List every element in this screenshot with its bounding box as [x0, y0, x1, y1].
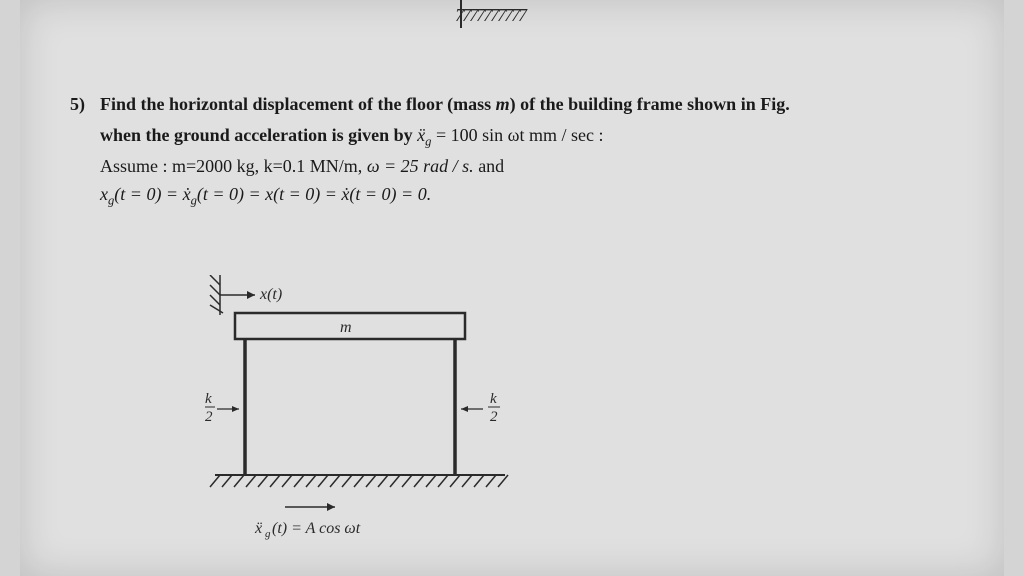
problem-line-1: Find the horizontal displacement of the … [100, 90, 944, 119]
svg-text:k: k [205, 391, 212, 407]
svg-text:k: k [490, 391, 497, 407]
k-over-2-right: k 2 [461, 391, 500, 425]
svg-text:ẍ: ẍ [254, 520, 263, 537]
xt-label: x(t) [259, 286, 282, 303]
xt-arrow-head [247, 291, 255, 299]
ground-accel-label: ẍ g (t) = A cos ωt [254, 520, 361, 540]
ground-accel-arrow-head [327, 503, 335, 511]
svg-text:2: 2 [205, 409, 213, 425]
problem-number: 5) [70, 90, 85, 119]
top-hatch-marks: 7777777777 [455, 5, 525, 26]
problem-text: 5) Find the horizontal displacement of t… [100, 90, 944, 211]
problem-assume: Assume : m=2000 kg, k=0.1 MN/m, ω = 25 r… [100, 152, 944, 181]
ground-hatch [210, 475, 508, 487]
svg-text:2: 2 [490, 409, 498, 425]
mass-label: m [340, 319, 352, 336]
k-over-2-left: k 2 [205, 391, 239, 425]
problem-line-2: when the ground acceleration is given by… [100, 121, 944, 152]
problem-initial-conditions: xg(t = 0) = ẋg(t = 0) = x(t = 0) = ẋ(t =… [100, 180, 944, 211]
svg-text:g: g [265, 528, 271, 540]
building-frame-figure: x(t) m k 2 k 2 [205, 275, 565, 555]
svg-text:(t) = A cos ωt: (t) = A cos ωt [272, 520, 361, 537]
